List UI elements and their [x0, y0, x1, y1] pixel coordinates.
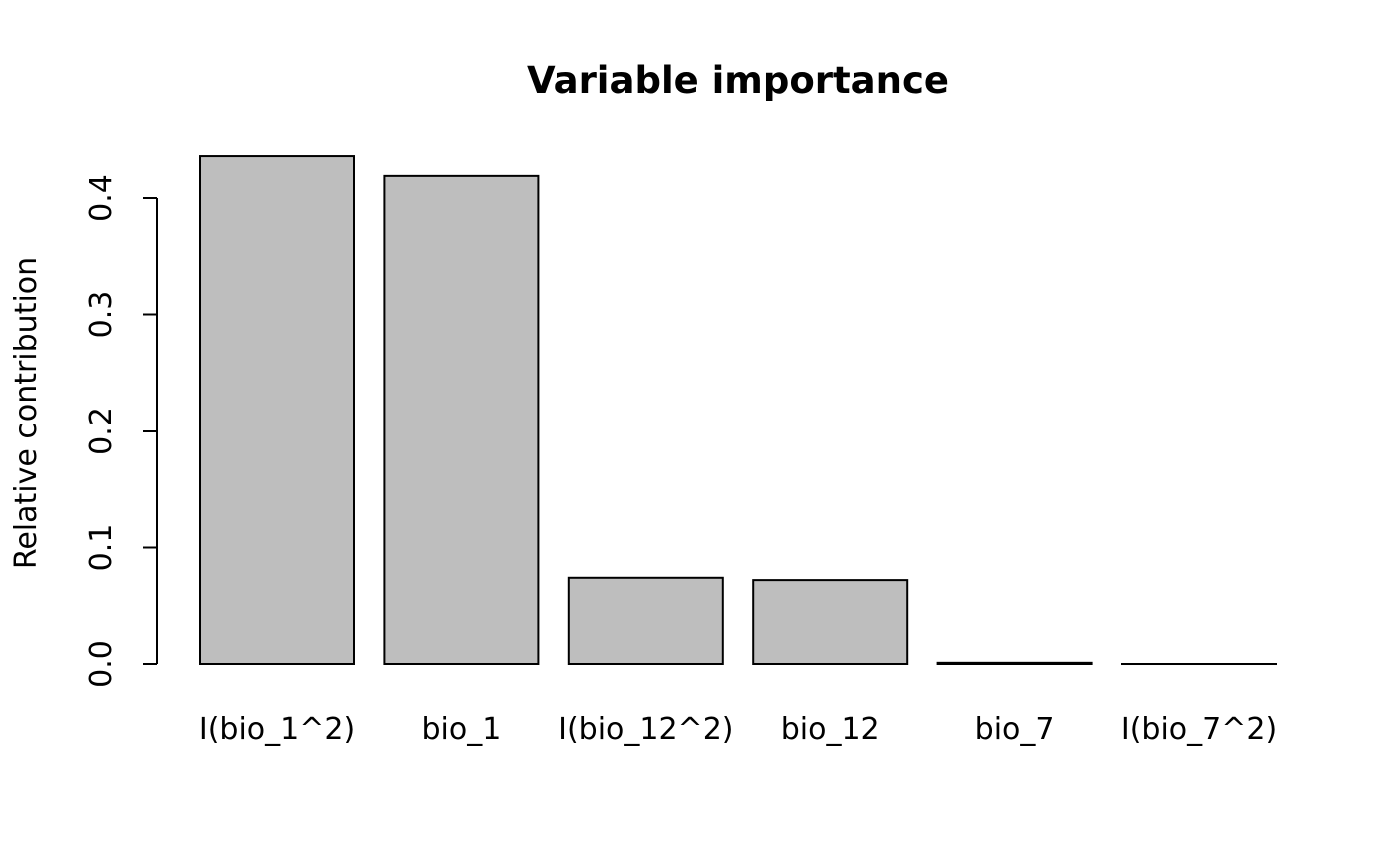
bar	[936, 661, 1093, 666]
y-tick-label: 0.2	[84, 407, 119, 455]
bar	[752, 579, 909, 665]
y-tick-label: 0.3	[84, 291, 119, 339]
x-category-label: I(bio_1^2)	[199, 712, 355, 747]
x-category-label: bio_1	[421, 712, 501, 747]
y-tick-label: 0.1	[84, 524, 119, 572]
x-category-label: bio_7	[975, 712, 1055, 747]
y-axis: 0.0 0.1 0.2 0.3 0.4	[84, 174, 158, 688]
y-tick-label: 0.4	[84, 174, 119, 222]
bar	[199, 155, 355, 665]
bar	[567, 576, 724, 665]
x-category-label: I(bio_12^2)	[558, 712, 733, 747]
bars-group	[199, 155, 1277, 666]
x-category-label: bio_12	[781, 712, 880, 747]
y-axis-label: Relative contribution	[9, 257, 44, 569]
chart-title: Variable importance	[527, 59, 949, 102]
x-axis-labels: I(bio_1^2) bio_1 I(bio_12^2) bio_12 bio_7 I(b…	[199, 712, 1277, 747]
y-tick-label: 0.0	[84, 640, 119, 688]
bar	[383, 174, 540, 666]
x-category-label: I(bio_7^2)	[1121, 712, 1277, 747]
